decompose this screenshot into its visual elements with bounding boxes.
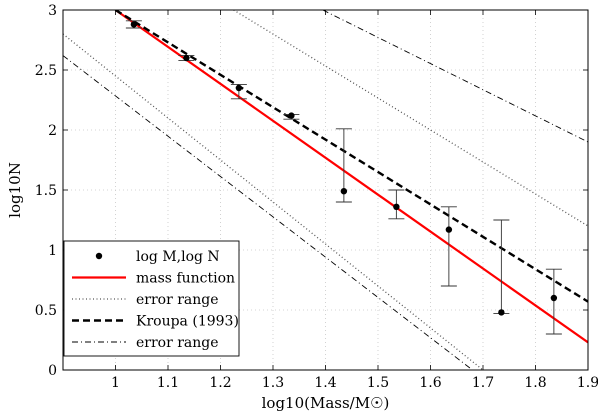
- legend-label: error range: [136, 335, 219, 351]
- x-tick-label: 1.4: [314, 375, 336, 391]
- x-tick-label: 1: [111, 375, 120, 391]
- ticks: 1 1.1 1.2 1.3 1.4 1.5 1.6 1.7 1.8 1.9 0 0.5 1 1.5 2 2.5…: [35, 3, 598, 391]
- data-point: [550, 294, 558, 302]
- y-tick-label: 1: [48, 243, 57, 259]
- series-line-solid: [114, 10, 588, 344]
- data-point: [445, 226, 453, 233]
- x-tick-label: 1.6: [419, 375, 441, 391]
- y-tick-label: 0: [48, 363, 57, 379]
- data-point: [235, 84, 243, 92]
- x-tick-label: 1.1: [157, 375, 179, 391]
- grid: [63, 10, 588, 370]
- x-tick-label: 1.7: [472, 375, 494, 391]
- plot-series: [63, 10, 588, 370]
- legend-label: mass function: [136, 271, 235, 287]
- data-point: [183, 54, 190, 62]
- data-point: [498, 309, 505, 316]
- series-line-dotted: [63, 33, 484, 370]
- y-tick-label: 3: [48, 3, 57, 19]
- x-tick-label: 1.2: [209, 375, 231, 391]
- y-tick-label: 0.5: [35, 303, 57, 319]
- y-tick-label: 2.5: [35, 63, 57, 79]
- legend: log M,log N mass function error range Kroup…: [63, 240, 240, 357]
- y-axis-label: log10N: [6, 162, 24, 218]
- legend-label: log M,log N: [136, 249, 220, 265]
- legend-label: Kroupa (1993): [136, 314, 239, 330]
- x-tick-label: 1.3: [262, 375, 284, 391]
- x-tick-label: 1.5: [367, 375, 389, 391]
- data-point: [393, 203, 400, 210]
- series-line-dashed: [114, 10, 588, 303]
- x-axis-label: log10(Mass/M☉): [262, 394, 390, 412]
- series-line-dashdot: [63, 55, 473, 370]
- data-point: [340, 188, 348, 195]
- x-tick-label: 1.9: [577, 375, 598, 391]
- x-tick-label: 1.8: [524, 375, 546, 391]
- y-tick-label: 1.5: [35, 183, 57, 199]
- data-point: [130, 21, 138, 28]
- series-line-dashdot: [322, 10, 588, 143]
- legend-marker: [95, 252, 103, 260]
- y-tick-label: 2: [48, 123, 57, 139]
- data-point: [288, 112, 295, 119]
- legend-label: error range: [136, 292, 219, 308]
